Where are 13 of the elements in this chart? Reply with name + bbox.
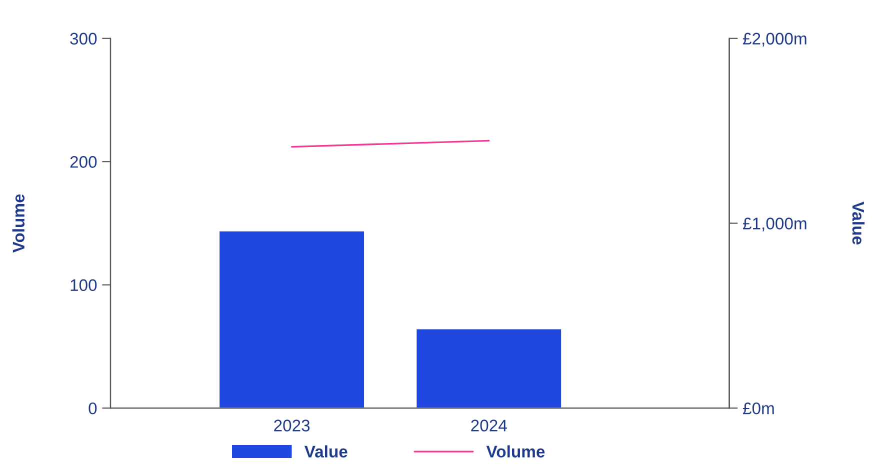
y-tick-label: 100 bbox=[70, 279, 97, 292]
y-tick-label: 200 bbox=[70, 156, 97, 168]
y-tick-label: 0 bbox=[88, 402, 97, 414]
legend-label: Value bbox=[304, 445, 348, 458]
legend-label: Volume bbox=[486, 445, 545, 458]
y2-tick-label: £2,000m bbox=[742, 32, 806, 47]
y2-axis-title: Value bbox=[852, 202, 865, 244]
y-tick-label: 300 bbox=[70, 32, 97, 45]
y2-tick-label: £0m bbox=[742, 402, 774, 414]
x-tick-label: 2024 bbox=[471, 420, 507, 432]
y-axis-title: Volume bbox=[12, 194, 25, 253]
x-tick-label: 2023 bbox=[274, 420, 310, 432]
y2-tick-label: £1,000m bbox=[742, 218, 806, 232]
